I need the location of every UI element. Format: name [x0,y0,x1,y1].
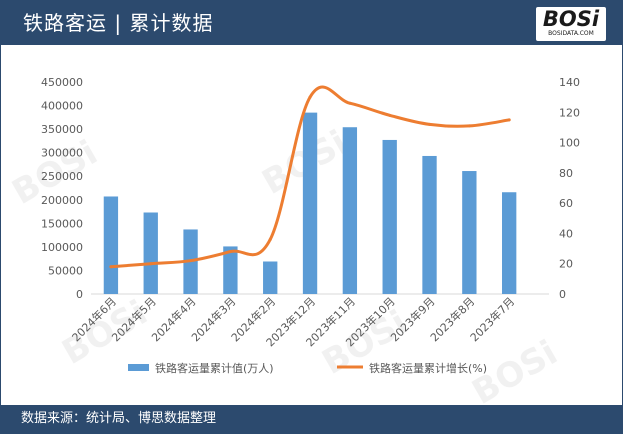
bar [302,112,318,294]
growth-line [109,85,511,269]
y-right-tick-label: 100 [559,137,580,150]
bar [223,246,238,294]
line-point [348,101,352,105]
combo-chart: BOSi BOSi BOSi BOSi BOSi 050000100000150… [6,76,581,405]
y-right-tick-label: 40 [559,227,573,240]
line-point [268,237,272,241]
bar [422,155,437,294]
y-axis-right: 0 20 40 60 80 100 120 140 [559,76,580,301]
data-source: 数据来源：统计局、博思数据整理 [21,411,217,426]
y-left-tick-label: 350000 [41,123,83,136]
line-point [507,118,511,122]
line-series [109,85,511,269]
y-left-tick-label: 100000 [41,241,83,254]
line-point [228,250,232,254]
bar [342,127,358,294]
legend-label-bar: 铁路客运量累计值(万人) [155,361,274,375]
y-axis-left: 0 50000 100000 150000 200000 250000 300000 3500… [41,76,83,301]
logo-main-text: BOSi [542,7,600,31]
logo-sub-text: BOSIDATA.COM [548,30,594,37]
footer-bar: 数据来源：统计局、博思数据整理 [1,405,622,433]
line-point [149,262,153,266]
y-left-tick-label: 50000 [48,264,83,277]
y-right-tick-label: 80 [559,167,573,180]
bar-series [103,112,517,294]
y-right-tick-label: 140 [559,76,580,89]
line-point [428,122,432,126]
y-left-tick-label: 400000 [41,100,83,113]
y-left-tick-label: 200000 [41,194,83,207]
bar [263,261,278,294]
bar [502,192,517,294]
legend-label-line: 铁路客运量累计增长(%) [369,361,487,375]
bar [143,212,158,294]
header-bar: 铁路客运 | 累计数据 BOSi BOSIDATA.COM [1,1,622,45]
line-point [308,95,312,99]
y-left-tick-label: 150000 [41,217,83,230]
y-right-tick-label: 20 [559,258,573,271]
line-point [467,124,471,128]
line-point [388,113,392,117]
bosi-logo: BOSi BOSIDATA.COM [536,7,606,41]
legend: 铁路客运量累计值(万人) 铁路客运量累计增长(%) [128,361,487,375]
y-right-tick-label: 120 [559,106,580,119]
y-left-tick-label: 450000 [41,76,83,89]
bar [103,196,119,294]
bar [462,171,477,294]
line-point [189,259,193,263]
page-title: 铁路客运 | 累计数据 [23,11,214,35]
y-left-tick-label: 300000 [41,147,83,160]
legend-swatch-bar [128,364,149,371]
y-right-tick-label: 0 [559,288,566,301]
bar [382,139,397,294]
y-left-tick-label: 250000 [41,170,83,183]
y-left-tick-label: 0 [76,288,83,301]
line-point [109,265,113,269]
y-right-tick-label: 60 [559,197,573,210]
